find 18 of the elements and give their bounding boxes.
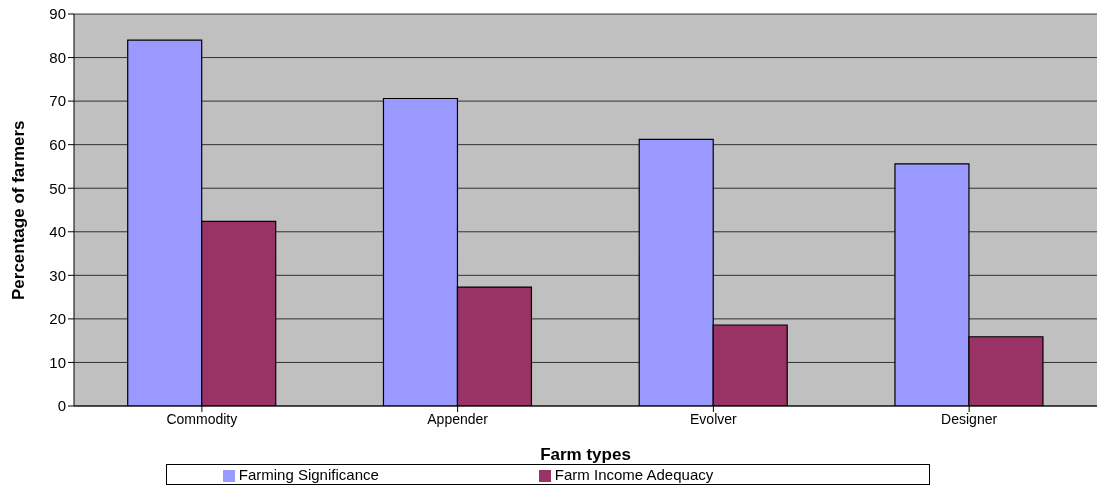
y-tick-label: 50 [49, 179, 66, 197]
y-tick-label: 10 [49, 353, 66, 371]
y-tick-label: 80 [49, 48, 66, 66]
x-tick-label: Designer [941, 410, 998, 427]
y-tick-label: 0 [57, 397, 66, 415]
y-tick-label: 40 [49, 223, 66, 241]
y-tick-label: 90 [49, 5, 66, 23]
x-axis-title: Farm types [540, 445, 631, 464]
x-tick-label: Commodity [166, 410, 238, 427]
y-tick-label: 70 [49, 92, 66, 110]
legend-label: Farm Income Adequacy [554, 466, 714, 483]
y-axis-title: Percentage of farmers [9, 120, 29, 300]
y-tick-label: 20 [49, 310, 66, 328]
x-tick-label: Appender [427, 410, 489, 427]
y-tick-label: 60 [49, 135, 66, 153]
legend-label: Farming Significance [238, 466, 379, 483]
x-tick-label: Evolver [690, 410, 738, 427]
y-tick-label: 30 [49, 266, 66, 284]
